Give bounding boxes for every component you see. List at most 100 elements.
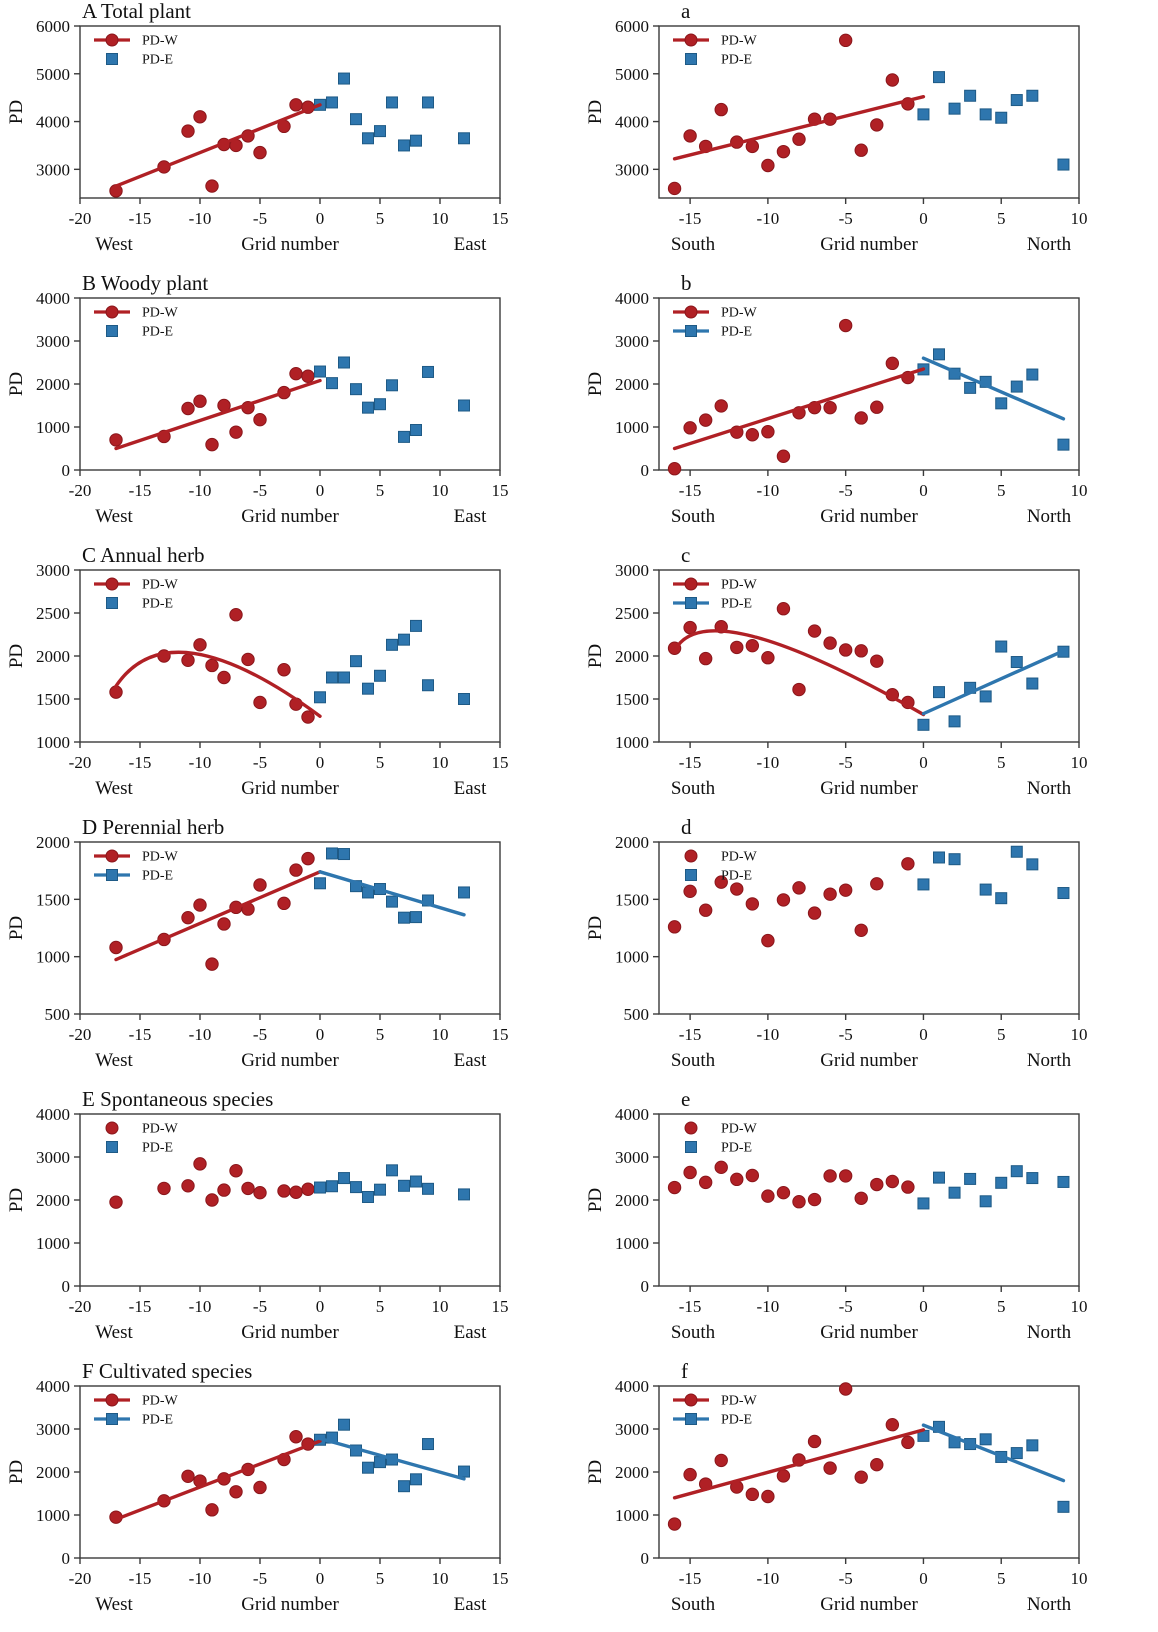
legend-label-PD-W: PD-W [721,578,758,593]
x-tick-label: 0 [316,481,325,500]
y-tick-label: 4000 [615,113,649,132]
data-point-PD-E [338,72,350,85]
data-point-PD-W [714,1453,728,1468]
legend-marker-PD-E [106,325,118,337]
panel-title: D Perennial herb [82,816,224,839]
data-point-PD-W [761,933,775,948]
data-point-PD-W [205,179,219,193]
y-axis-label: PD [585,100,606,124]
panel-e: e 0 1000 2000 3000 4000 -15 -10 -5 0 5 10 PD South Gri… [579,1088,1158,1360]
plot-frame [658,25,1080,199]
y-tick-label: 2500 [36,604,70,623]
data-point-PD-W [253,145,267,160]
panel-title: f [681,1360,688,1383]
data-point-PD-E [458,132,470,145]
data-point-PD-E [964,1172,977,1185]
data-point-PD-E [422,1438,434,1451]
x-tick-label: -5 [253,1297,267,1316]
data-point-PD-E [933,1171,945,1184]
data-point-PD-E [995,1176,1008,1189]
data-point-PD-E [410,134,422,147]
trend-line-PD-W [114,103,322,188]
data-point-PD-E [995,397,1008,410]
x-tick-label: 10 [432,1569,449,1588]
data-point-PD-E [1026,677,1039,690]
data-point-PD-E [410,424,422,437]
x-left-label: West [95,1594,133,1615]
data-point-PD-E [398,1179,410,1192]
data-point-PD-W [823,400,837,415]
x-tick-label: 5 [376,753,385,772]
x-right-label: North [1027,1322,1072,1343]
x-tick-label: -5 [839,481,853,500]
y-tick-label: 6000 [36,17,70,36]
data-point-PD-E [1026,1172,1039,1185]
data-point-PD-W [289,1430,303,1444]
data-point-PD-E [362,1461,374,1474]
y-tick-label: 4000 [36,289,70,308]
data-point-PD-W [854,923,868,937]
data-point-PD-W [870,877,884,891]
panel-d: d 500 1000 1500 2000 -15 -10 -5 0 5 10 PD South Grid … [579,816,1158,1088]
y-axis-label: PD [6,1188,27,1212]
data-point-PD-W [776,1185,791,1200]
y-axis-label: PD [6,1460,27,1484]
x-tick-label: 5 [376,481,385,500]
data-point-PD-E [386,638,398,651]
legend-marker-PD-W [684,1121,698,1135]
data-point-PD-W [823,1169,837,1183]
data-point-PD-W [193,1157,207,1171]
data-point-PD-W [683,884,697,899]
legend-marker-PD-W [684,1393,698,1407]
data-point-PD-W [823,887,837,901]
data-point-PD-E [1010,656,1023,669]
y-tick-label: 0 [62,1549,71,1568]
data-point-PD-W [901,857,915,871]
x-tick-label: -10 [189,753,212,772]
x-tick-label: -10 [189,1297,212,1316]
x-axis-label: Grid number [820,1322,918,1343]
data-point-PD-E [350,1181,362,1194]
y-tick-label: 4000 [36,113,70,132]
data-point-PD-W [885,1417,900,1432]
y-tick-label: 2000 [36,1463,70,1482]
data-point-PD-W [683,129,697,143]
data-point-PD-E [948,1186,961,1199]
x-tick-label: -10 [757,1297,780,1316]
data-point-PD-E [995,111,1008,124]
data-point-PD-W [792,881,806,895]
data-point-PD-E [374,1456,386,1469]
x-axis-label: Grid number [820,234,918,255]
x-tick-label: -10 [757,209,780,228]
x-tick-label: -15 [679,209,702,228]
data-point-PD-E [1057,158,1070,171]
data-point-PD-W [870,1457,884,1472]
x-tick-label: 15 [492,1297,509,1316]
data-point-PD-W [277,663,291,677]
x-left-label: South [671,234,716,255]
data-point-PD-E [338,1418,350,1431]
legend-marker-PD-E [685,1413,697,1425]
data-point-PD-W [217,670,231,685]
panel-svg-b: b 0 1000 2000 3000 4000 -15 -10 -5 0 5 10 PD South Gri… [585,272,1088,527]
x-left-label: South [671,1322,716,1343]
trend-line-PD-W [672,95,926,161]
data-point-PD-W [229,1485,243,1499]
x-tick-label: -5 [839,209,853,228]
data-point-PD-W [838,883,853,897]
data-point-PD-W [241,1181,255,1196]
data-point-PD-W [870,654,884,668]
data-point-PD-W [217,1183,231,1197]
x-tick-label: 5 [997,481,1006,500]
trend-line-PD-E [318,870,466,917]
panel-svg-D: D Perennial herb 500 1000 1500 2000 -20 -15 -10… [6,816,509,1071]
x-tick-label: -15 [679,1569,702,1588]
plot-frame [658,841,1080,1015]
data-point-PD-W [761,158,775,173]
panel-title: A Total plant [82,0,191,23]
data-point-PD-W [253,878,267,892]
data-point-PD-W [776,1469,791,1483]
x-axis-label: Grid number [241,1594,339,1615]
y-tick-label: 4000 [36,1105,70,1124]
y-tick-label: 2000 [615,647,649,666]
